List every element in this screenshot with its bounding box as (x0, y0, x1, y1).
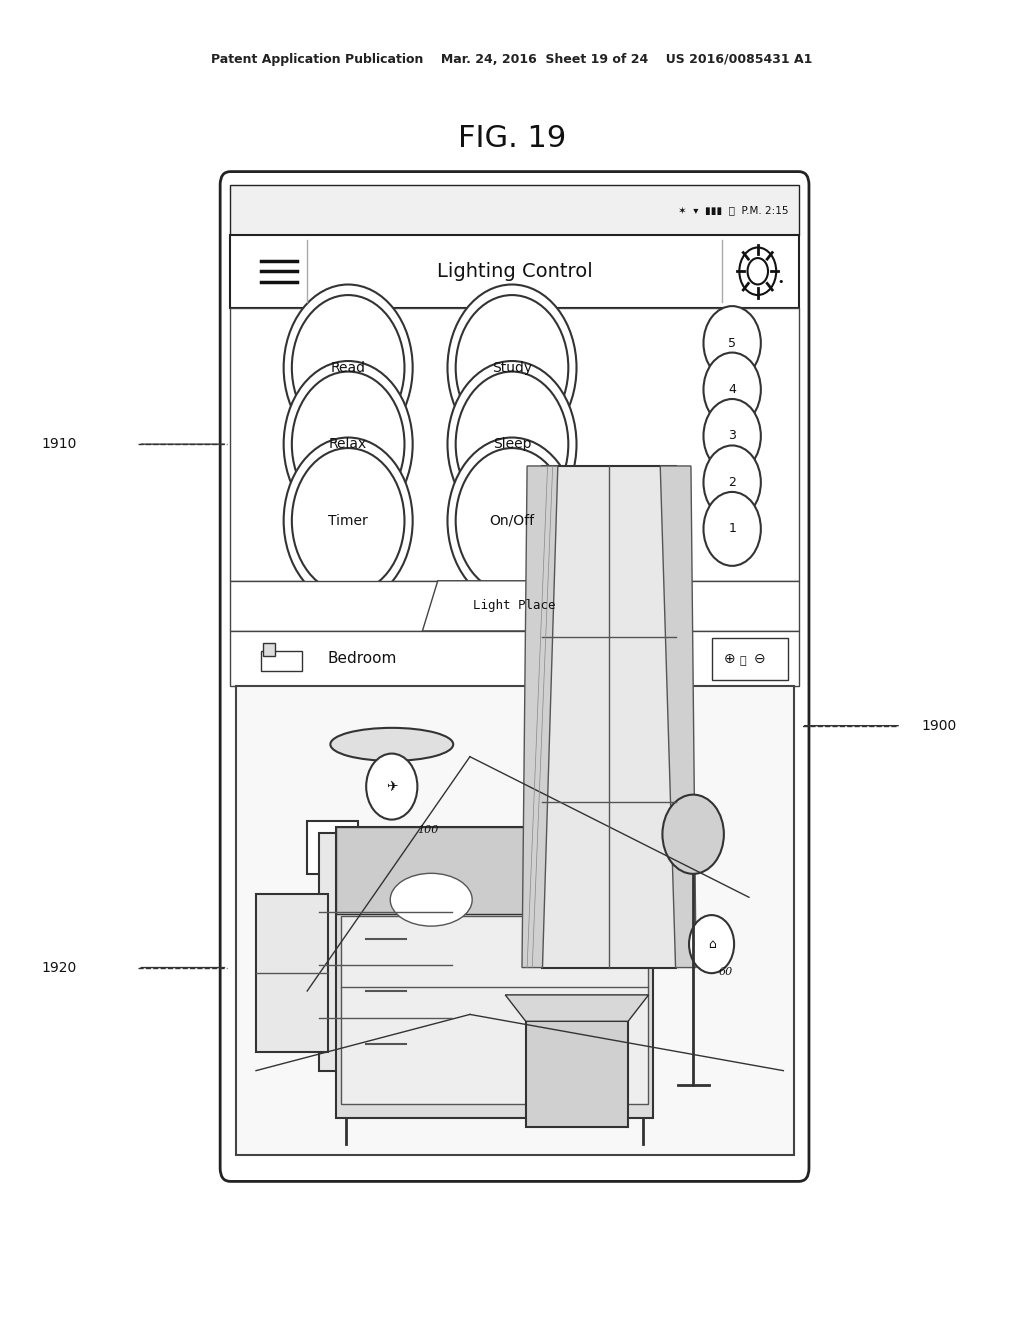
Polygon shape (616, 581, 658, 631)
Text: ⊖: ⊖ (754, 652, 766, 665)
Bar (543, 466, 676, 968)
Bar (256, 894, 328, 1052)
Bar (230, 581, 799, 631)
Text: On/Off: On/Off (489, 513, 535, 528)
Bar (319, 833, 453, 1071)
Text: Light Place: Light Place (473, 599, 556, 612)
Bar (236, 686, 794, 1155)
Bar (336, 828, 653, 915)
Ellipse shape (331, 727, 454, 760)
FancyBboxPatch shape (220, 172, 809, 1181)
Bar (263, 643, 275, 656)
Circle shape (447, 285, 577, 451)
Circle shape (703, 445, 761, 519)
Circle shape (739, 248, 776, 296)
Bar (230, 185, 799, 235)
Text: Lighting Control: Lighting Control (436, 261, 593, 281)
Text: ✶  ▾  ▮▮▮  🔋  P.M. 2:15: ✶ ▾ ▮▮▮ 🔋 P.M. 2:15 (678, 205, 788, 215)
Text: Sleep: Sleep (493, 437, 531, 451)
Text: 1920: 1920 (42, 961, 77, 974)
Bar (336, 828, 653, 1118)
Text: ⌂: ⌂ (708, 937, 716, 950)
Circle shape (447, 360, 577, 528)
Text: Bedroom: Bedroom (328, 651, 397, 667)
Circle shape (703, 306, 761, 380)
Text: Study: Study (492, 360, 532, 375)
Text: FIG. 19: FIG. 19 (458, 124, 566, 153)
Circle shape (284, 437, 413, 603)
Bar (525, 1022, 628, 1127)
Bar (712, 638, 788, 680)
Circle shape (447, 437, 577, 603)
Text: ⊕: ⊕ (723, 652, 735, 665)
Polygon shape (505, 995, 648, 1022)
Circle shape (284, 360, 413, 528)
Circle shape (367, 754, 418, 820)
Text: 3: 3 (728, 429, 736, 442)
Bar (230, 235, 799, 308)
Circle shape (284, 285, 413, 451)
Text: 5: 5 (728, 337, 736, 350)
Circle shape (292, 296, 404, 441)
Text: 60: 60 (719, 968, 733, 977)
Text: 1: 1 (728, 523, 736, 536)
Text: 1900: 1900 (922, 718, 956, 733)
Bar (307, 821, 358, 874)
Bar (261, 651, 302, 671)
Text: ✈: ✈ (386, 780, 397, 793)
Circle shape (456, 372, 568, 517)
Text: •: • (777, 277, 783, 286)
Ellipse shape (663, 795, 724, 874)
Polygon shape (660, 466, 696, 968)
Polygon shape (423, 581, 606, 631)
Text: Timer: Timer (329, 513, 368, 528)
Circle shape (689, 915, 734, 973)
Ellipse shape (390, 874, 472, 927)
Circle shape (703, 352, 761, 426)
Text: 2: 2 (728, 477, 736, 488)
Text: Relax: Relax (329, 437, 368, 451)
Text: 1910: 1910 (41, 437, 77, 451)
Text: Patent Application Publication    Mar. 24, 2016  Sheet 19 of 24    US 2016/00854: Patent Application Publication Mar. 24, … (211, 53, 813, 66)
Bar (358, 858, 389, 911)
Circle shape (703, 492, 761, 566)
Polygon shape (522, 466, 558, 968)
Circle shape (292, 372, 404, 517)
Bar (341, 916, 648, 1105)
Bar (230, 308, 799, 581)
Circle shape (292, 447, 404, 593)
Circle shape (703, 399, 761, 473)
Bar (230, 631, 799, 686)
Circle shape (456, 447, 568, 593)
Circle shape (748, 259, 768, 285)
Text: 4: 4 (728, 383, 736, 396)
Text: 100: 100 (418, 825, 438, 836)
Text: 🔍: 🔍 (739, 656, 745, 667)
Text: Read: Read (331, 360, 366, 375)
Circle shape (456, 296, 568, 441)
